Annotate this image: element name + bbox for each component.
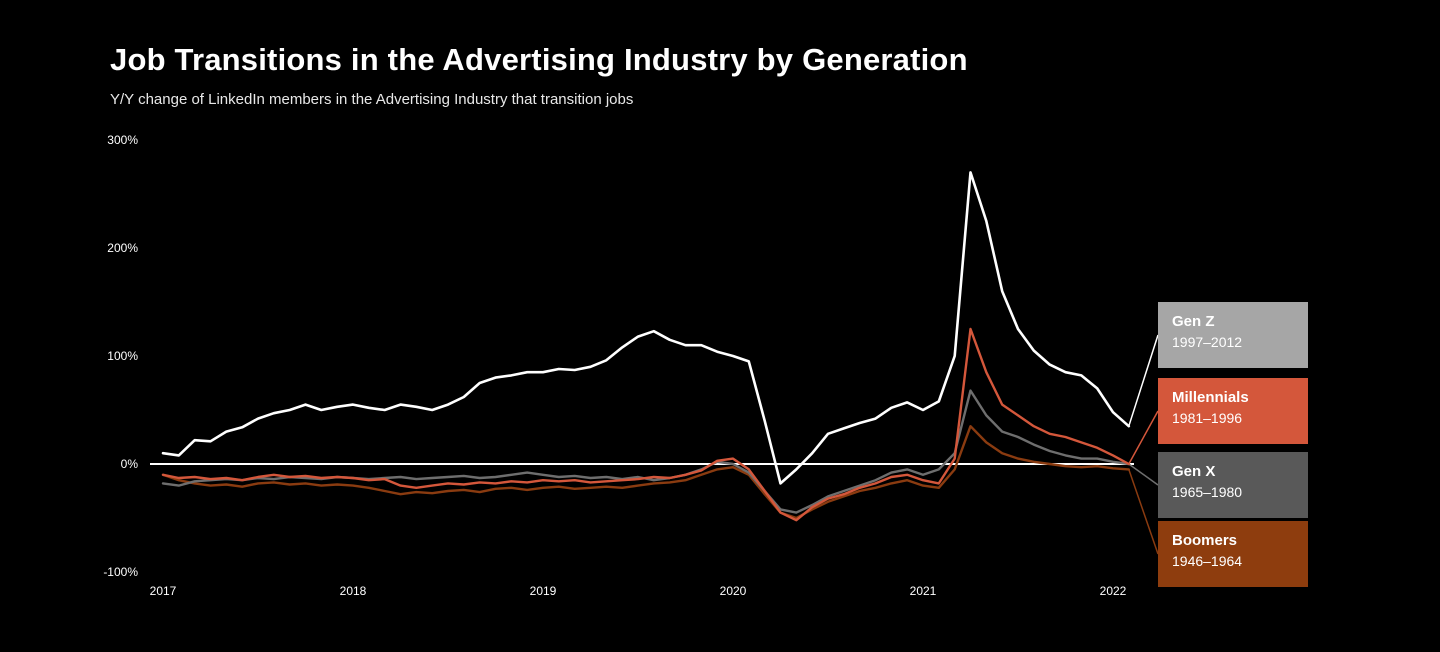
legend-years: 1946–1964 bbox=[1172, 553, 1243, 569]
y-axis-tick-label: 300% bbox=[107, 133, 138, 147]
x-axis-tick-label: 2022 bbox=[1099, 584, 1127, 598]
y-axis-tick-label: 0% bbox=[120, 457, 138, 471]
legend-label: Gen X bbox=[1172, 463, 1216, 480]
x-axis-tick-label: 2017 bbox=[149, 584, 177, 598]
legend-label: Millennials bbox=[1172, 389, 1249, 406]
x-axis-tick-label: 2019 bbox=[529, 584, 557, 598]
legend-item-gen-x: Gen X 1965–1980 bbox=[1158, 452, 1308, 518]
y-axis-tick-label: -100% bbox=[103, 565, 138, 579]
y-axis-tick-label: 200% bbox=[107, 241, 138, 255]
legend-years: 1965–1980 bbox=[1172, 484, 1243, 500]
x-axis-tick-label: 2020 bbox=[719, 584, 747, 598]
legend-label: Gen Z bbox=[1172, 313, 1215, 330]
legend-item-gen-z: Gen Z 1997–2012 bbox=[1158, 302, 1308, 368]
legend-label: Boomers bbox=[1172, 532, 1238, 549]
page-title: Job Transitions in the Advertising Indus… bbox=[110, 42, 968, 77]
page-subtitle: Y/Y change of LinkedIn members in the Ad… bbox=[110, 91, 634, 108]
y-axis-tick-label: 100% bbox=[107, 349, 138, 363]
legend-years: 1997–2012 bbox=[1172, 334, 1243, 350]
legend-item-boomers: Boomers 1946–1964 bbox=[1158, 521, 1308, 587]
x-axis-tick-label: 2021 bbox=[909, 584, 937, 598]
x-axis-tick-label: 2018 bbox=[339, 584, 367, 598]
legend-item-millennials: Millennials 1981–1996 bbox=[1158, 378, 1308, 444]
legend-years: 1981–1996 bbox=[1172, 410, 1243, 426]
